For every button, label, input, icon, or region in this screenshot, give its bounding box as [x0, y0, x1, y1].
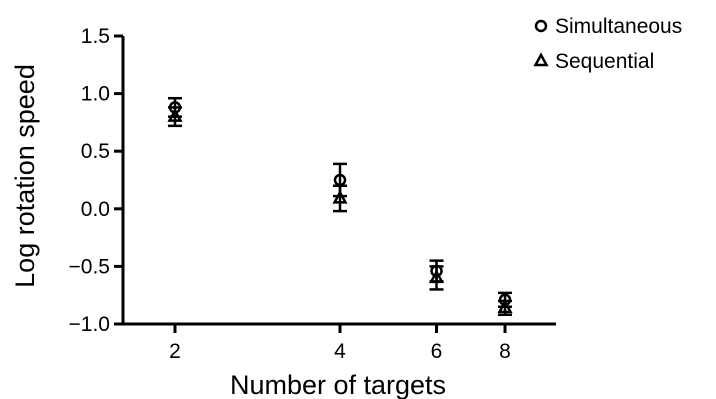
data-point-sequential	[428, 269, 445, 284]
y-tick-label: 0.0	[81, 198, 110, 221]
legend-item-sequential: Sequential	[533, 50, 654, 73]
y-tick-label: −0.5	[69, 255, 110, 278]
legend-label-simultaneous: Simultaneous	[555, 15, 682, 38]
x-tick-label: 6	[431, 340, 443, 363]
data-point-sequential	[332, 189, 348, 204]
x-axis-label: Number of targets	[230, 370, 446, 399]
y-tick-label: 0.5	[81, 140, 110, 163]
y-tick-label: 1.0	[81, 83, 110, 106]
y-axis-label: Log rotation speed	[10, 64, 40, 288]
legend-item-simultaneous: Simultaneous	[534, 15, 682, 38]
legend-circle-marker	[534, 19, 548, 33]
data-point-sequential	[167, 108, 183, 122]
y-tick-label: −1.0	[69, 313, 110, 336]
legend-triangle-marker	[533, 52, 549, 67]
legend: Simultaneous Sequential	[533, 15, 682, 73]
data-point-sequential	[497, 299, 513, 314]
x-ticks: 2 4 6 8	[169, 324, 511, 363]
x-tick-label: 4	[334, 340, 346, 363]
y-ticks: −1.0 −0.5 0.0 0.5 1.0 1.5	[69, 25, 123, 336]
x-tick-label: 8	[499, 340, 511, 363]
x-tick-label: 2	[169, 340, 181, 363]
legend-label-sequential: Sequential	[555, 50, 654, 73]
plot-points	[167, 96, 513, 317]
y-tick-label: 1.5	[81, 25, 110, 48]
